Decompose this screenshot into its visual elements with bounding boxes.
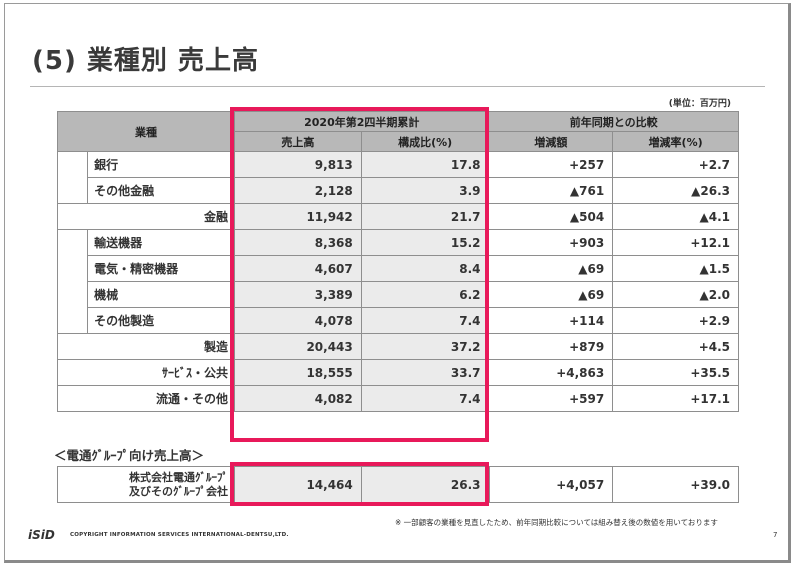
rate-cell: ▲26.3 (612, 177, 739, 204)
header-period: 2020年第2四半期累計 (234, 111, 490, 132)
group-label-line2: 及びそのｸﾞﾙｰﾌﾟ会社 (129, 484, 229, 498)
header-change-rate: 増減率(%) (612, 131, 739, 152)
row-label: 電気・精密機器 (87, 255, 236, 282)
table-row-subtotal: 金融 11,942 21.7 ▲504 ▲4.1 (56, 203, 739, 230)
ratio-cell: 17.8 (360, 151, 490, 178)
indent-cell (56, 281, 89, 308)
subtotal-label: 金融 (56, 203, 236, 230)
indent-cell (56, 177, 89, 204)
table-row: その他製造 4,078 7.4 +114 +2.9 (56, 307, 739, 334)
header-ratio: 構成比(%) (360, 131, 490, 152)
table-row: 株式会社電通ｸﾞﾙｰﾌﾟ 及びそのｸﾞﾙｰﾌﾟ会社 14,464 26.3 +4… (56, 466, 739, 503)
ratio-cell: 7.4 (360, 307, 490, 334)
indent-cell (56, 307, 89, 334)
subtotal-label: 流通・その他 (56, 385, 236, 412)
rate-cell: +12.1 (612, 229, 739, 256)
ratio-cell: 26.3 (360, 466, 490, 503)
row-label: その他製造 (87, 307, 236, 334)
rate-cell: +39.0 (612, 466, 739, 503)
sales-cell: 4,607 (234, 255, 362, 282)
rate-cell: +2.9 (612, 307, 739, 334)
change-cell: +597 (488, 385, 614, 412)
rate-cell: ▲2.0 (612, 281, 739, 308)
row-label: その他金融 (87, 177, 236, 204)
sales-cell: 9,813 (234, 151, 362, 178)
header-comparison: 前年同期との比較 (488, 111, 739, 132)
sales-cell: 18,555 (234, 359, 362, 386)
subtotal-label: ｻｰﾋﾞｽ・公共 (56, 359, 236, 386)
group-label-line1: 株式会社電通ｸﾞﾙｰﾌﾟ (129, 470, 229, 484)
sales-cell: 14,464 (234, 466, 362, 503)
group-row-label: 株式会社電通ｸﾞﾙｰﾌﾟ 及びそのｸﾞﾙｰﾌﾟ会社 (56, 466, 236, 503)
sales-cell: 3,389 (234, 281, 362, 308)
sales-cell: 4,078 (234, 307, 362, 334)
group-sales-table: 株式会社電通ｸﾞﾙｰﾌﾟ 及びそのｸﾞﾙｰﾌﾟ会社 14,464 26.3 +4… (56, 466, 739, 503)
sales-cell: 20,443 (234, 333, 362, 360)
title-divider (30, 86, 765, 87)
sales-cell: 11,942 (234, 203, 362, 230)
table-row: その他金融 2,128 3.9 ▲761 ▲26.3 (56, 177, 739, 204)
sales-cell: 2,128 (234, 177, 362, 204)
sales-cell: 8,368 (234, 229, 362, 256)
sales-cell: 4,082 (234, 385, 362, 412)
rate-cell: ▲1.5 (612, 255, 739, 282)
rate-cell: +35.5 (612, 359, 739, 386)
change-cell: ▲504 (488, 203, 614, 230)
table-row: 輸送機器 8,368 15.2 +903 +12.1 (56, 229, 739, 256)
change-cell: +4,863 (488, 359, 614, 386)
industry-sales-table: 業種 2020年第2四半期累計 前年同期との比較 売上高 構成比(%) 増減額 … (56, 111, 739, 412)
change-cell: +114 (488, 307, 614, 334)
change-cell: +903 (488, 229, 614, 256)
table-row-subtotal: 流通・その他 4,082 7.4 +597 +17.1 (56, 385, 739, 412)
header-sales: 売上高 (234, 131, 362, 152)
table-row-subtotal: ｻｰﾋﾞｽ・公共 18,555 33.7 +4,863 +35.5 (56, 359, 739, 386)
row-label: 機械 (87, 281, 236, 308)
change-cell: ▲761 (488, 177, 614, 204)
change-cell: +879 (488, 333, 614, 360)
change-cell: +4,057 (488, 466, 614, 503)
rate-cell: +4.5 (612, 333, 739, 360)
header-row-1: 業種 2020年第2四半期累計 前年同期との比較 (56, 111, 739, 152)
ratio-cell: 21.7 (360, 203, 490, 230)
table-row: 機械 3,389 6.2 ▲69 ▲2.0 (56, 281, 739, 308)
subtotal-label: 製造 (56, 333, 236, 360)
indent-cell (56, 151, 89, 178)
table-row: 電気・精密機器 4,607 8.4 ▲69 ▲1.5 (56, 255, 739, 282)
indent-cell (56, 255, 89, 282)
rate-cell: +17.1 (612, 385, 739, 412)
table-row-subtotal: 製造 20,443 37.2 +879 +4.5 (56, 333, 739, 360)
change-cell: +257 (488, 151, 614, 178)
rate-cell: +2.7 (612, 151, 739, 178)
header-industry: 業種 (56, 111, 236, 152)
ratio-cell: 8.4 (360, 255, 490, 282)
ratio-cell: 6.2 (360, 281, 490, 308)
change-cell: ▲69 (488, 281, 614, 308)
page-number: 7 (773, 531, 778, 539)
header-row-2: 売上高 構成比(%) 増減額 増減率(%) (58, 131, 739, 152)
indent-cell (56, 229, 89, 256)
table-row: 銀行 9,813 17.8 +257 +2.7 (56, 151, 739, 178)
ratio-cell: 3.9 (360, 177, 490, 204)
rate-cell: ▲4.1 (612, 203, 739, 230)
ratio-cell: 33.7 (360, 359, 490, 386)
ratio-cell: 15.2 (360, 229, 490, 256)
footnote: ※ 一部顧客の業種を見直したため、前年同期比較については組み替え後の数値を用いて… (395, 518, 718, 527)
row-label: 輸送機器 (87, 229, 236, 256)
change-cell: ▲69 (488, 255, 614, 282)
row-label: 銀行 (87, 151, 236, 178)
group-section-title: ＜電通ｸﾞﾙｰﾌﾟ向け売上高＞ (54, 448, 205, 463)
ratio-cell: 37.2 (360, 333, 490, 360)
unit-label: (単位：百万円) (668, 99, 731, 109)
copyright-text: COPYRIGHT INFORMATION SERVICES INTERNATI… (70, 532, 289, 538)
page-title: (5) 業種別 売上高 (32, 46, 259, 76)
header-change: 増減額 (488, 131, 614, 152)
company-logo: iSiD (28, 528, 55, 542)
ratio-cell: 7.4 (360, 385, 490, 412)
